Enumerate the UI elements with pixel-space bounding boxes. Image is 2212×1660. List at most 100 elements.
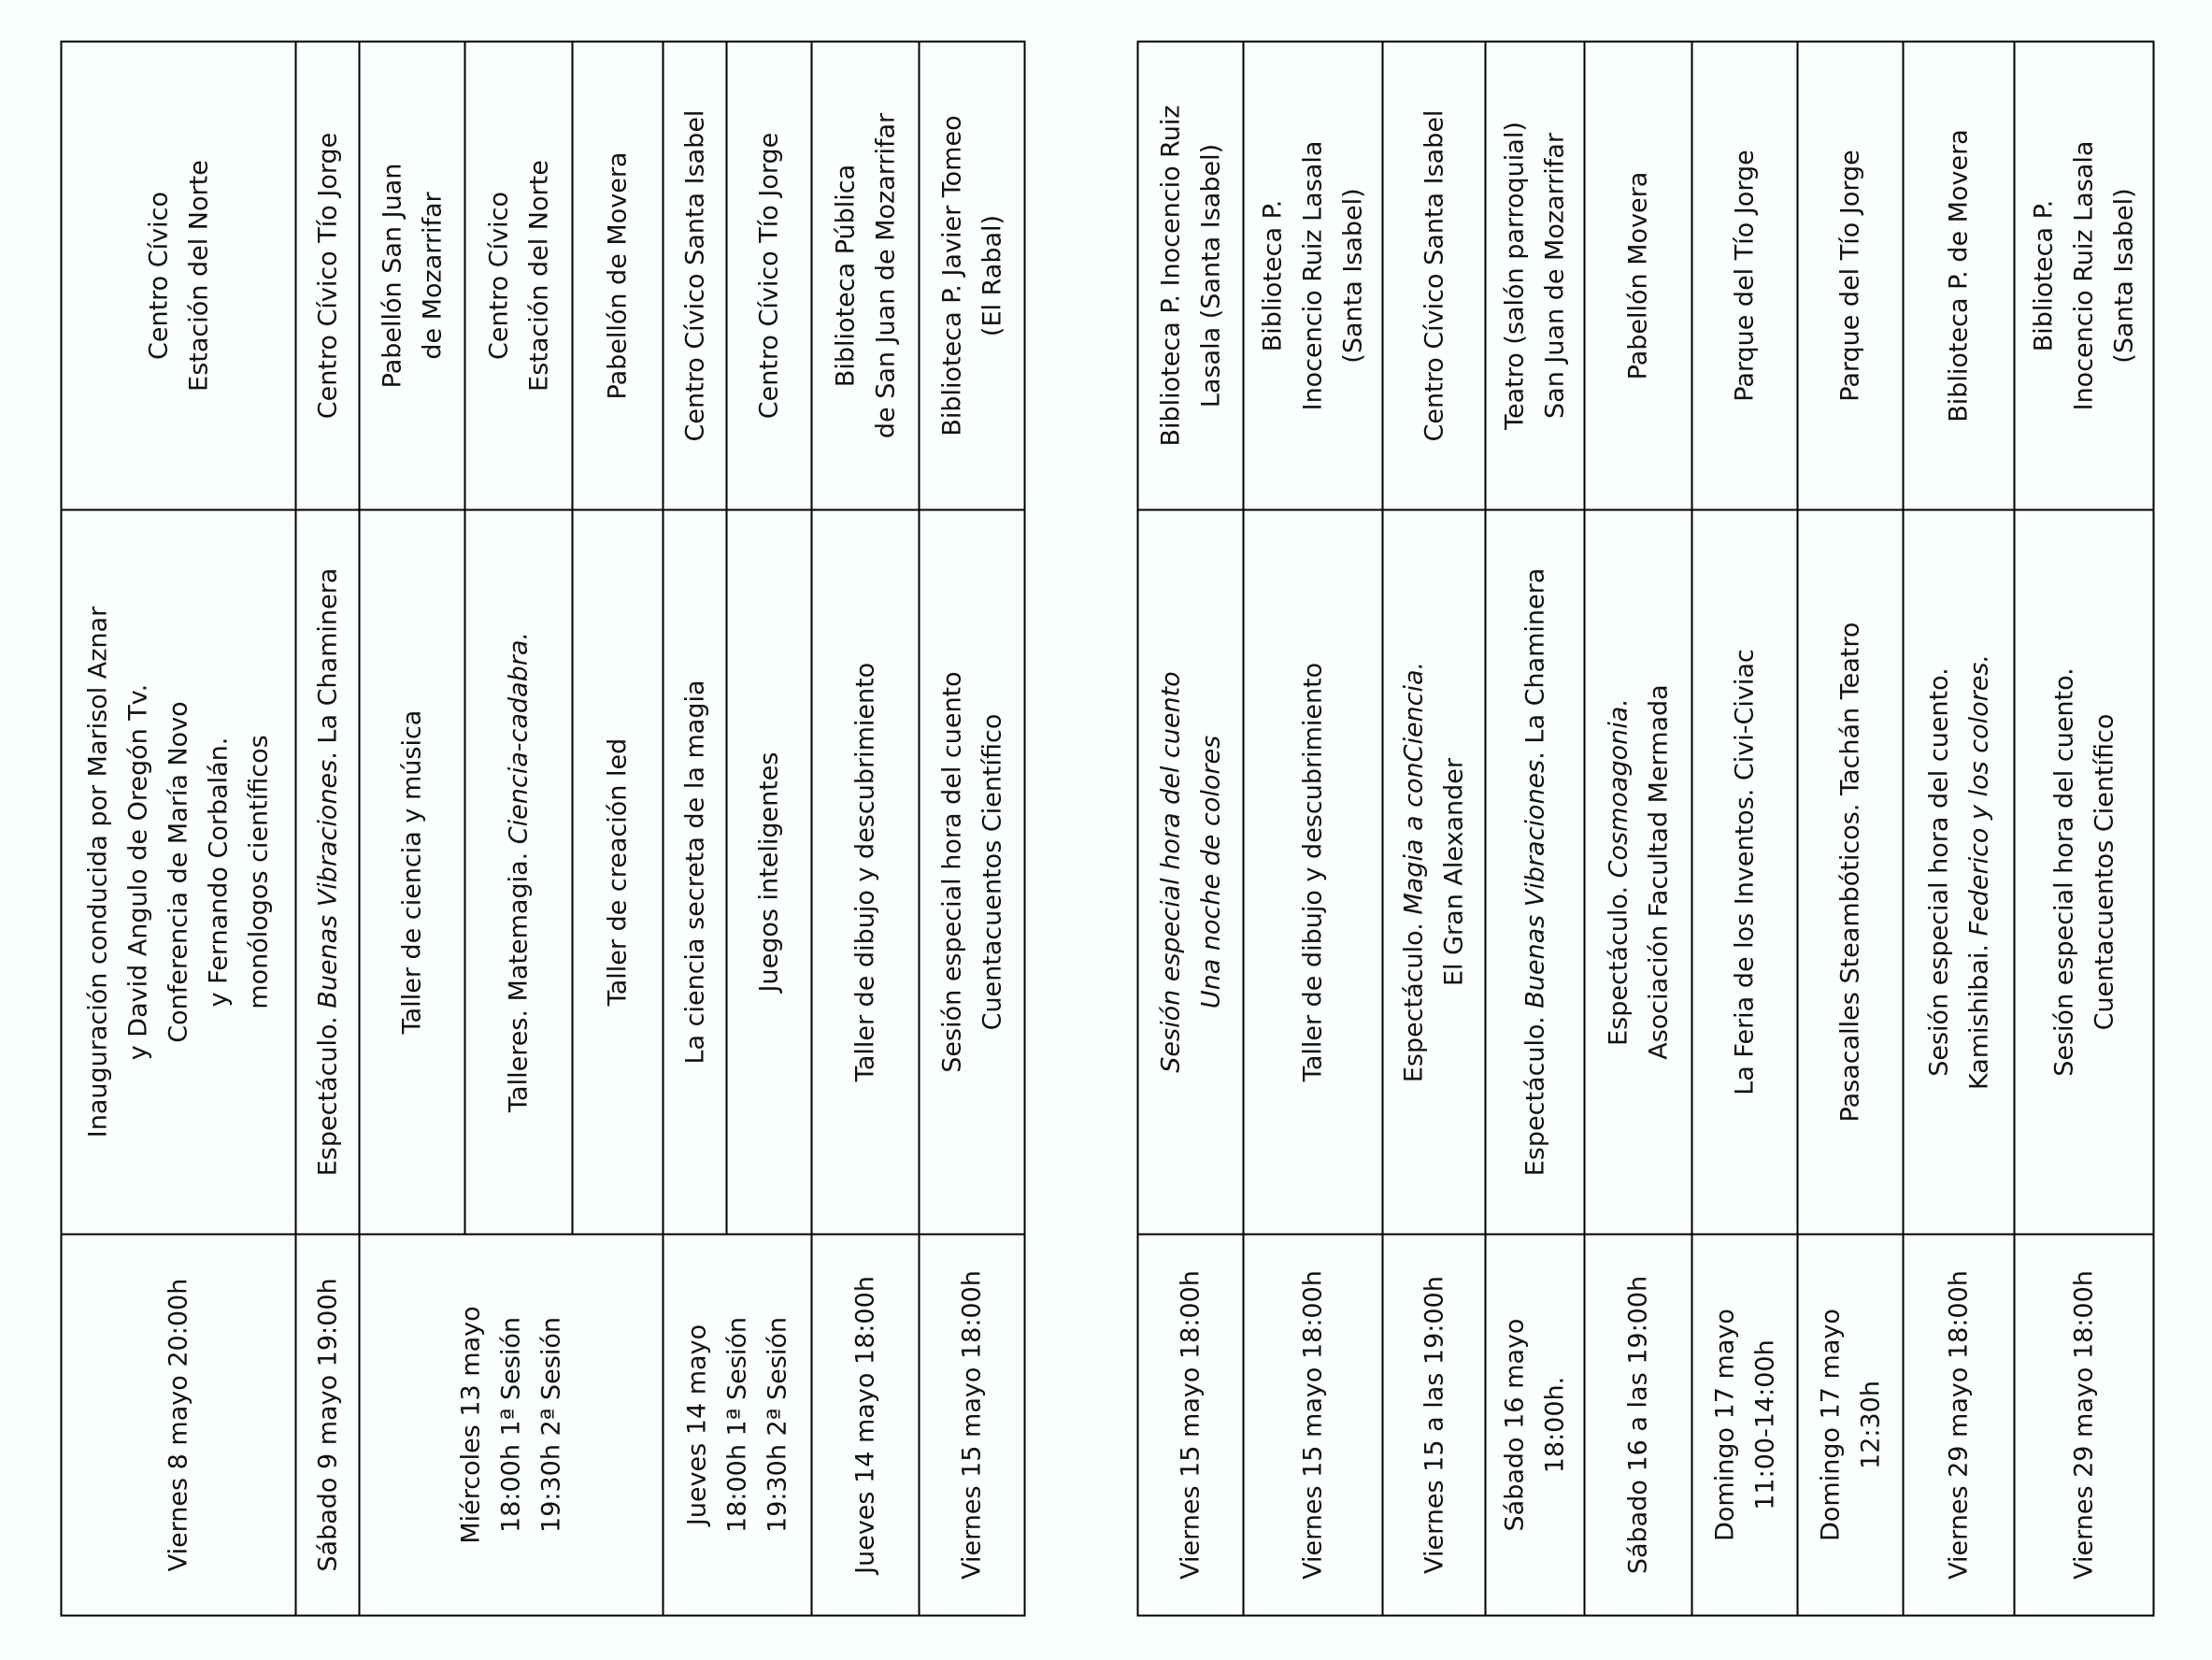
text-segment: Kamishibai. xyxy=(1964,936,1993,1091)
activity-line: Espectáculo. Magia a conCiencia. xyxy=(1394,517,1434,1228)
text-segment: San Juan de Mozarrifar xyxy=(1540,133,1570,419)
text-segment: Sábado 16 a las 19:00h xyxy=(1623,1275,1653,1575)
table-body: Viernes 8 mayo 20:00h Inauguración conduc… xyxy=(61,41,1025,1616)
place-cell: Biblioteca P. Inocencio Ruiz Lasala (Sant… xyxy=(1137,41,1244,510)
activity-line: Taller de ciencia y música xyxy=(392,517,433,1228)
place-cell: Centro Cívico Tío Jorge xyxy=(726,41,812,510)
text-segment: Viernes 15 mayo 18:00h xyxy=(1298,1270,1328,1580)
italic-title: Magia a conCiencia. xyxy=(1399,661,1429,915)
activity-cell: Taller de dibujo y descubrimiento xyxy=(1243,509,1383,1235)
text-segment: Centro Cívico Tío Jorge xyxy=(313,132,342,420)
place-line: Inocencio Ruiz Lasala xyxy=(1293,49,1334,504)
date-line: Viernes 15 a las 19:00h xyxy=(1414,1241,1454,1610)
italic-title: Una noche de colores xyxy=(1196,735,1225,1009)
text-segment: (Santa Isabel) xyxy=(2109,188,2139,364)
text-segment: Inocencio Ruiz Lasala xyxy=(2069,140,2099,411)
text-segment: Centro Cívico xyxy=(144,192,173,360)
text-segment: y David Angulo de Oregón Tv. xyxy=(123,683,153,1061)
text-segment: Biblioteca P. de Movera xyxy=(1944,129,1974,422)
text-segment: Estación del Norte xyxy=(524,160,553,392)
text-segment: Espectáculo. xyxy=(1399,914,1429,1083)
italic-title: Cosmoagonia. xyxy=(1604,698,1633,879)
schedule-table-1: Viernes 8 mayo 20:00h Inauguración conduc… xyxy=(61,41,1025,1617)
activity-line: Una noche de colores xyxy=(1191,517,1231,1228)
text-segment: Sesión especial hora del cuento. xyxy=(1924,667,1953,1077)
place-line: Biblioteca Pública xyxy=(825,49,865,504)
activity-line: Taller de dibujo y descubrimiento xyxy=(846,517,886,1228)
place-line: Pabellón Movera xyxy=(1619,49,1659,504)
text-segment: . La Chaminera xyxy=(313,567,342,760)
table-row: Viernes 29 mayo 18:00h Sesión especial ho… xyxy=(2014,41,2154,1616)
activity-line: Taller de dibujo y descubrimiento xyxy=(1293,517,1334,1228)
text-segment: Miércoles 13 mayo xyxy=(456,1306,486,1544)
text-segment: Inauguración conducida por Marisol Aznar xyxy=(83,606,113,1138)
place-cell: Centro Cívico Estación del Norte xyxy=(464,41,573,510)
italic-title: Sesión especial hora del cuento xyxy=(1156,671,1185,1073)
text-segment: 11:00-14:00h xyxy=(1750,1339,1779,1510)
activity-line: y David Angulo de Oregón Tv. xyxy=(119,517,159,1228)
date-cell: Viernes 15 mayo 18:00h xyxy=(919,1234,1025,1616)
table-row: Viernes 8 mayo 20:00h Inauguración conduc… xyxy=(61,41,296,1616)
text-segment: La ciencia secreta de la magia xyxy=(680,680,709,1065)
activity-line: Sesión especial hora del cuento xyxy=(1150,517,1191,1228)
text-segment: 18:00h 1ª Sesión xyxy=(496,1317,526,1533)
activity-line: Espectáculo. Buenas Vibraciones. La Cham… xyxy=(307,517,348,1228)
text-segment: Pabellón San Juan xyxy=(378,163,407,389)
activity-line: Cuentacuentos Científico xyxy=(972,517,1012,1228)
text-segment: de San Juan de Mozarrifar xyxy=(871,112,900,439)
date-line: 12:30h xyxy=(1850,1241,1891,1610)
date-cell: Sábado 16 a las 19:00h xyxy=(1584,1234,1692,1616)
date-line: 19:30h 2ª Sesión xyxy=(758,1241,798,1610)
activity-line: Cuentacuentos Científico xyxy=(2084,517,2124,1228)
place-line: de Mozarrifar xyxy=(412,49,452,504)
text-segment: Asociación Facultad Mermada xyxy=(1644,684,1673,1060)
place-line: (Santa Isabel) xyxy=(1334,49,1374,504)
activity-line: Sesión especial hora del cuento. xyxy=(1919,517,1959,1228)
activity-line: Sesión especial hora del cuento. xyxy=(2044,517,2084,1228)
place-line: Estación del Norte xyxy=(178,49,219,504)
text-segment: Domingo 17 mayo xyxy=(1816,1309,1845,1541)
text-segment: Parque del Tío Jorge xyxy=(1835,150,1865,402)
table-row: Viernes 29 mayo 18:00h Sesión especial ho… xyxy=(1903,41,2015,1616)
place-line: Estación del Norte xyxy=(519,49,559,504)
activity-cell: Espectáculo. Magia a conCiencia. El Gran … xyxy=(1382,509,1486,1235)
text-segment: Espectáculo. xyxy=(1520,1008,1549,1177)
place-line: Parque del Tío Jorge xyxy=(1831,49,1871,504)
place-line: Biblioteca P. de Movera xyxy=(1939,49,1979,504)
place-cell: Biblioteca P. Inocencio Ruiz Lasala (Santa… xyxy=(2014,41,2154,510)
date-cell: Domingo 17 mayo 12:30h xyxy=(1797,1234,1904,1616)
text-segment: de Mozarrifar xyxy=(418,192,447,360)
table-row: Sábado 9 mayo 19:00h Espectáculo. Buenas … xyxy=(295,41,360,1616)
place-line: Pabellón de Movera xyxy=(598,49,638,504)
place-line: Biblioteca P. xyxy=(2024,49,2064,504)
table-row: Jueves 14 mayo 18:00h 1ª Sesión 19:30h 2ª … xyxy=(663,41,812,1616)
table-row: Viernes 15 a las 19:00h Espectáculo. Magi… xyxy=(1382,41,1486,1616)
place-cell: Biblioteca P. Javier Tomeo (El Rabal) xyxy=(919,41,1025,510)
place-line: Biblioteca P. Inocencio Ruiz xyxy=(1150,49,1191,504)
activity-cell: Inauguración conducida por Marisol Aznar… xyxy=(61,509,296,1235)
text-segment: 18:00h. xyxy=(1540,1376,1570,1474)
place-line: Biblioteca P. Javier Tomeo xyxy=(932,49,972,504)
text-segment: Cuentacuentos Científico xyxy=(978,713,1006,1031)
date-cell: Viernes 15 a las 19:00h xyxy=(1382,1234,1486,1616)
date-cell: Viernes 29 mayo 18:00h xyxy=(1903,1234,2015,1616)
text-segment: (Santa Isabel) xyxy=(1338,188,1368,364)
place-line: Centro Cívico Tío Jorge xyxy=(749,49,790,504)
table-row: Viernes 15 mayo 18:00h Taller de dibujo y… xyxy=(1243,41,1383,1616)
activity-cell: Sesión especial hora del cuento Cuentacue… xyxy=(919,509,1025,1235)
text-segment: El Gran Alexander xyxy=(1439,758,1469,987)
activity-line: Pasacalles Steambóticos. Tachán Teatro xyxy=(1831,517,1871,1228)
place-line: (El Rabal) xyxy=(972,49,1012,504)
activity-line: La ciencia secreta de la magia xyxy=(675,517,715,1228)
text-segment: Sesión especial hora del cuento. xyxy=(2049,667,2078,1077)
italic-title: Federico y los colores. xyxy=(1964,653,1993,937)
date-cell: Viernes 29 mayo 18:00h xyxy=(2014,1234,2154,1616)
text-segment: Sábado 9 mayo 19:00h xyxy=(313,1278,342,1572)
date-line: Domingo 17 mayo xyxy=(1810,1241,1850,1610)
date-line: Jueves 14 mayo xyxy=(678,1241,718,1610)
text-segment: Teatro (salón parroquial) xyxy=(1500,122,1530,430)
date-cell: Sábado 9 mayo 19:00h xyxy=(295,1234,360,1616)
place-cell: Biblioteca Pública de San Juan de Mozarri… xyxy=(811,41,920,510)
date-line: Viernes 29 mayo 18:00h xyxy=(2064,1241,2105,1610)
text-segment: 12:30h xyxy=(1856,1381,1885,1469)
